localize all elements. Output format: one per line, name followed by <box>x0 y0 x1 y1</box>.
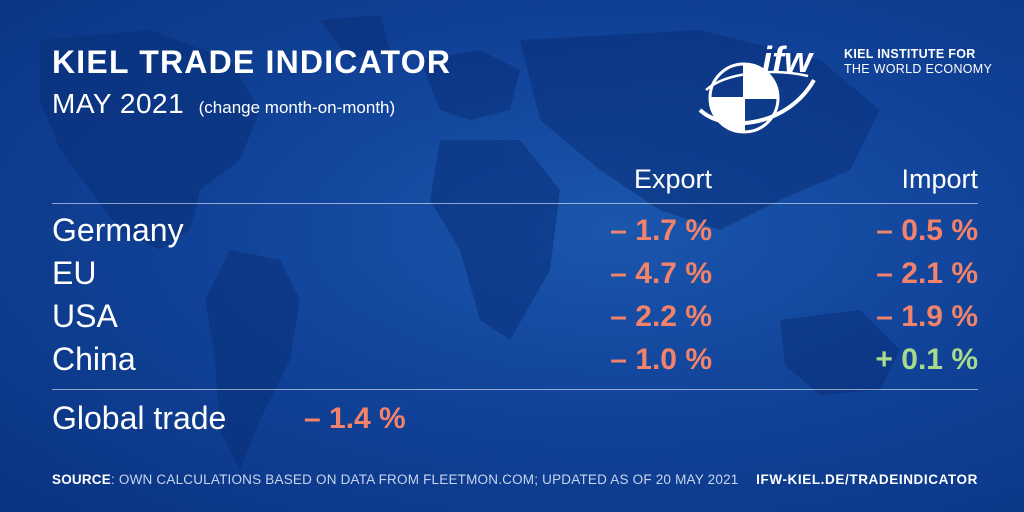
institute-name-line-1: KIEL INSTITUTE FOR <box>844 47 976 61</box>
global-divider <box>52 389 978 390</box>
global-trade-value: – 1.4 % <box>304 402 406 435</box>
change-note: (change month-on-month) <box>198 98 396 117</box>
institute-name: KIEL INSTITUTE FOR THE WORLD ECONOMY <box>844 47 992 77</box>
table-row-china: China – 1.0 % + 0.1 % <box>0 341 1024 381</box>
import-value: + 0.1 % <box>875 343 978 376</box>
table-row-usa: USA – 2.2 % – 1.9 % <box>0 298 1024 338</box>
import-value: – 0.5 % <box>876 214 978 247</box>
page-title: KIEL TRADE INDICATOR <box>52 44 452 80</box>
institute-name-line-2: THE WORLD ECONOMY <box>844 62 993 76</box>
table-row-eu: EU – 4.7 % – 2.1 % <box>0 255 1024 295</box>
globe-icon: ifw <box>698 39 816 134</box>
country-label: Germany <box>52 212 184 248</box>
export-value: – 1.7 % <box>610 214 712 247</box>
ifw-logo: ifw KIEL INSTITUTE FOR THE WORLD ECONOMY <box>696 38 996 148</box>
import-column-header: Import <box>901 164 978 194</box>
source-text: : OWN CALCULATIONS BASED ON DATA FROM FL… <box>110 472 739 487</box>
country-label: EU <box>52 255 97 291</box>
country-label: USA <box>52 298 118 334</box>
report-month: MAY 2021 <box>52 88 185 119</box>
country-label: China <box>52 341 136 377</box>
website-url: IFW-KIEL.DE/TRADEINDICATOR <box>756 472 978 487</box>
export-column-header: Export <box>633 164 712 194</box>
export-value: – 4.7 % <box>610 257 712 290</box>
source-note: SOURCE: OWN CALCULATIONS BASED ON DATA F… <box>52 472 738 487</box>
export-value: – 2.2 % <box>610 300 712 333</box>
table-row-germany: Germany – 1.7 % – 0.5 % <box>0 212 1024 252</box>
subtitle: MAY 2021 (change month-on-month) <box>52 88 395 120</box>
global-trade-label: Global trade <box>52 400 227 436</box>
source-label: SOURCE <box>52 472 111 487</box>
export-value: – 1.0 % <box>610 343 712 376</box>
header-divider <box>52 203 978 204</box>
import-value: – 1.9 % <box>876 300 978 333</box>
logo-mark: ifw <box>762 39 814 80</box>
import-value: – 2.1 % <box>876 257 978 290</box>
